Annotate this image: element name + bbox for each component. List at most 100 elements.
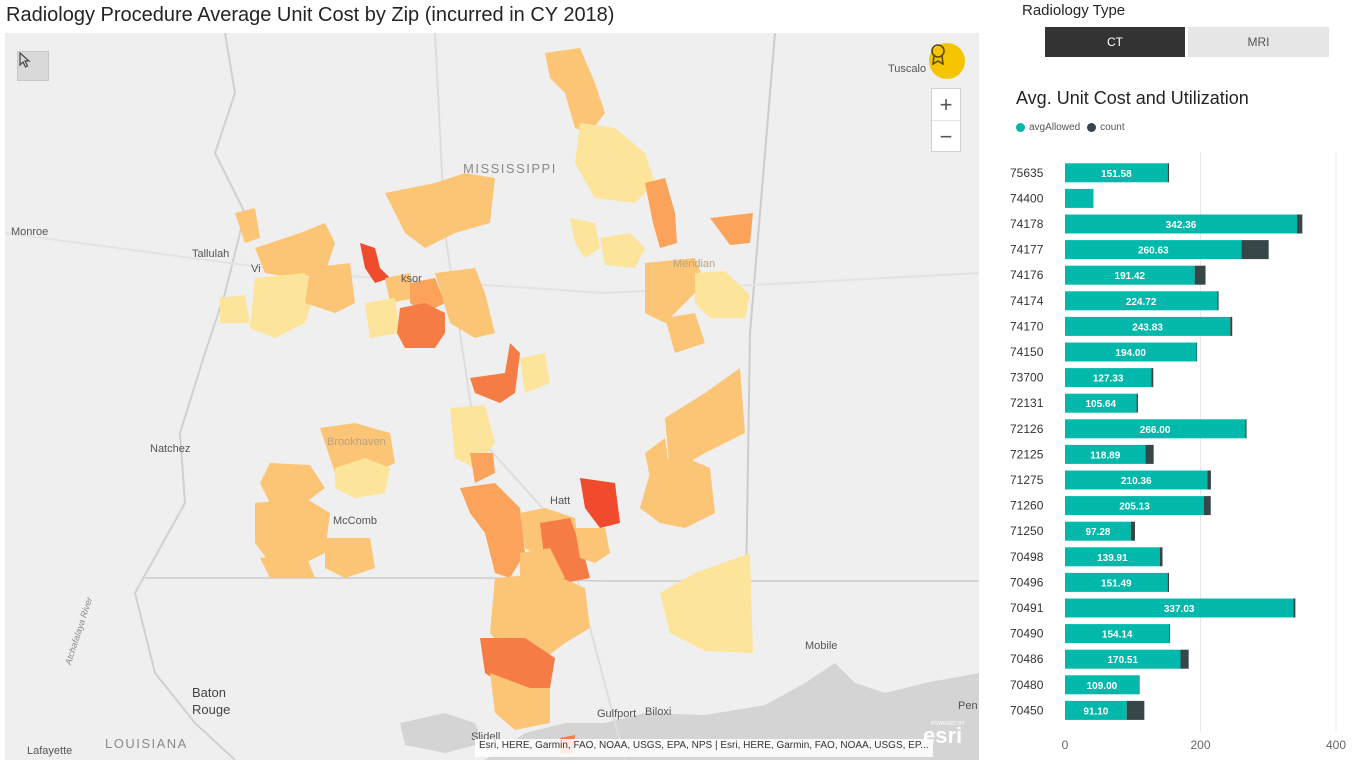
state-border-ms-al bbox=[744, 33, 776, 654]
bar-avgallowed[interactable] bbox=[1065, 240, 1242, 260]
chart-legend: avgAllowed count bbox=[1016, 122, 1125, 133]
bar-count[interactable] bbox=[1245, 419, 1247, 439]
bar-data-label: 118.89 bbox=[1090, 450, 1120, 461]
bar-data-label: 266.00 bbox=[1140, 425, 1171, 436]
bar-count[interactable] bbox=[1151, 368, 1154, 388]
bar-data-label: 139.91 bbox=[1097, 553, 1128, 564]
zoom-out-button[interactable]: − bbox=[932, 120, 960, 152]
bar-count[interactable] bbox=[1167, 163, 1170, 183]
bar-avgallowed[interactable] bbox=[1065, 444, 1146, 464]
zip-region bbox=[665, 368, 745, 473]
y-category-label: 70486 bbox=[1010, 652, 1044, 666]
zip-region bbox=[645, 258, 705, 323]
y-category-label: 71260 bbox=[1010, 499, 1044, 513]
map-label-brookhaven: Brookhaven bbox=[327, 436, 386, 448]
map-label-natchez: Natchez bbox=[150, 443, 191, 455]
bar-count[interactable] bbox=[1194, 265, 1206, 285]
bar-avgallowed[interactable] bbox=[1065, 265, 1195, 285]
slicer-option-mri[interactable]: MRI bbox=[1188, 27, 1329, 57]
y-category-label: 70496 bbox=[1010, 575, 1044, 589]
bar-avgallowed[interactable] bbox=[1065, 393, 1137, 413]
bar-avgallowed[interactable] bbox=[1065, 342, 1197, 362]
zip-region bbox=[600, 233, 645, 268]
bar-avgallowed[interactable] bbox=[1065, 624, 1170, 644]
bar-avgallowed[interactable] bbox=[1065, 700, 1127, 720]
y-category-label: 74176 bbox=[1010, 268, 1044, 282]
map-canvas[interactable] bbox=[5, 33, 979, 760]
zip-region bbox=[660, 553, 753, 653]
bar-count[interactable] bbox=[1136, 393, 1138, 413]
map-label-tuscaloosa: Tuscalo bbox=[888, 63, 927, 75]
bar-data-label: 337.03 bbox=[1164, 604, 1195, 615]
bar-avgallowed[interactable] bbox=[1065, 188, 1094, 208]
bar-data-label: 260.63 bbox=[1138, 246, 1169, 257]
bar-avgallowed[interactable] bbox=[1065, 649, 1181, 669]
award-ribbon-icon bbox=[931, 44, 945, 65]
bar-avgallowed[interactable] bbox=[1065, 470, 1208, 490]
bar-count[interactable] bbox=[1217, 291, 1219, 311]
bar-avgallowed[interactable] bbox=[1065, 368, 1152, 388]
zip-region bbox=[640, 453, 715, 528]
zip-region bbox=[305, 263, 355, 313]
bar-count[interactable] bbox=[1230, 316, 1233, 336]
bar-avgallowed[interactable] bbox=[1065, 163, 1168, 183]
zip-region bbox=[665, 313, 705, 353]
lake-pontchartrain bbox=[400, 713, 483, 753]
bar-avgallowed[interactable] bbox=[1065, 496, 1204, 516]
map-label-mccomb: McComb bbox=[333, 515, 378, 527]
y-category-label: 74177 bbox=[1010, 243, 1044, 257]
bar-count[interactable] bbox=[1159, 547, 1163, 567]
map-label-pen: Pen bbox=[958, 700, 978, 712]
map-label-vicksburg: Vi bbox=[251, 263, 261, 275]
legend-label-count: count bbox=[1100, 122, 1125, 133]
zip-region bbox=[325, 538, 375, 578]
bar-count[interactable] bbox=[1293, 598, 1296, 618]
zip-region bbox=[260, 553, 315, 578]
page-title: Radiology Procedure Average Unit Cost by… bbox=[6, 4, 615, 26]
zip-region bbox=[470, 453, 495, 483]
bar-avgallowed[interactable] bbox=[1065, 572, 1168, 592]
award-badge-button[interactable] bbox=[929, 43, 965, 79]
zip-region bbox=[490, 673, 550, 730]
bar-avgallowed[interactable] bbox=[1065, 291, 1218, 311]
bar-count[interactable] bbox=[1180, 649, 1189, 669]
bar-avgallowed[interactable] bbox=[1065, 521, 1131, 541]
zoom-in-button[interactable]: + bbox=[939, 91, 953, 117]
bar-count[interactable] bbox=[1207, 470, 1211, 490]
bar-avgallowed[interactable] bbox=[1065, 675, 1139, 695]
y-category-label: 70480 bbox=[1010, 678, 1044, 692]
zip-cost-map[interactable]: MISSISSIPPI LOUISIANA Monroe Tallulah Vi… bbox=[5, 33, 979, 760]
mississippi-river bbox=[133, 33, 247, 760]
y-category-label: 72126 bbox=[1010, 422, 1044, 436]
bar-chart[interactable]: 0 200 400 75635 151.58 74400 74178 342.36 74177 2… bbox=[1008, 150, 1348, 762]
bar-count[interactable] bbox=[1196, 342, 1198, 362]
bar-avgallowed[interactable] bbox=[1065, 419, 1246, 439]
bar-count[interactable] bbox=[1130, 521, 1135, 541]
bar-count[interactable] bbox=[1241, 240, 1269, 260]
x-tick-label: 0 bbox=[1062, 738, 1069, 752]
zip-region bbox=[490, 573, 590, 658]
bar-count[interactable] bbox=[1145, 444, 1154, 464]
bar-data-label: 210.36 bbox=[1121, 476, 1152, 487]
bar-avgallowed[interactable] bbox=[1065, 316, 1231, 336]
bar-count[interactable] bbox=[1167, 572, 1169, 592]
map-label-jackson: ksor bbox=[401, 273, 422, 285]
bar-data-label: 105.64 bbox=[1085, 399, 1116, 410]
zip-region bbox=[397, 303, 445, 348]
chart-title: Avg. Unit Cost and Utilization bbox=[1016, 88, 1249, 108]
bar-data-label: 151.58 bbox=[1101, 169, 1132, 180]
slicer-option-ct[interactable]: CT bbox=[1045, 27, 1185, 57]
bar-avgallowed[interactable] bbox=[1065, 547, 1160, 567]
y-category-label: 74400 bbox=[1010, 191, 1044, 205]
bar-avgallowed[interactable] bbox=[1065, 214, 1297, 234]
esri-powered-by: POWERED BY bbox=[931, 721, 965, 727]
bar-count[interactable] bbox=[1296, 214, 1303, 234]
bar-count[interactable] bbox=[1126, 700, 1145, 720]
y-category-label: 70490 bbox=[1010, 627, 1044, 641]
bar-count[interactable] bbox=[1169, 624, 1171, 644]
select-tool-button[interactable] bbox=[17, 51, 49, 81]
map-label-baton-rouge-1: Baton bbox=[192, 685, 226, 700]
bar-avgallowed[interactable] bbox=[1065, 598, 1294, 618]
bar-count[interactable] bbox=[1203, 496, 1211, 516]
bar-count[interactable] bbox=[1138, 675, 1140, 695]
